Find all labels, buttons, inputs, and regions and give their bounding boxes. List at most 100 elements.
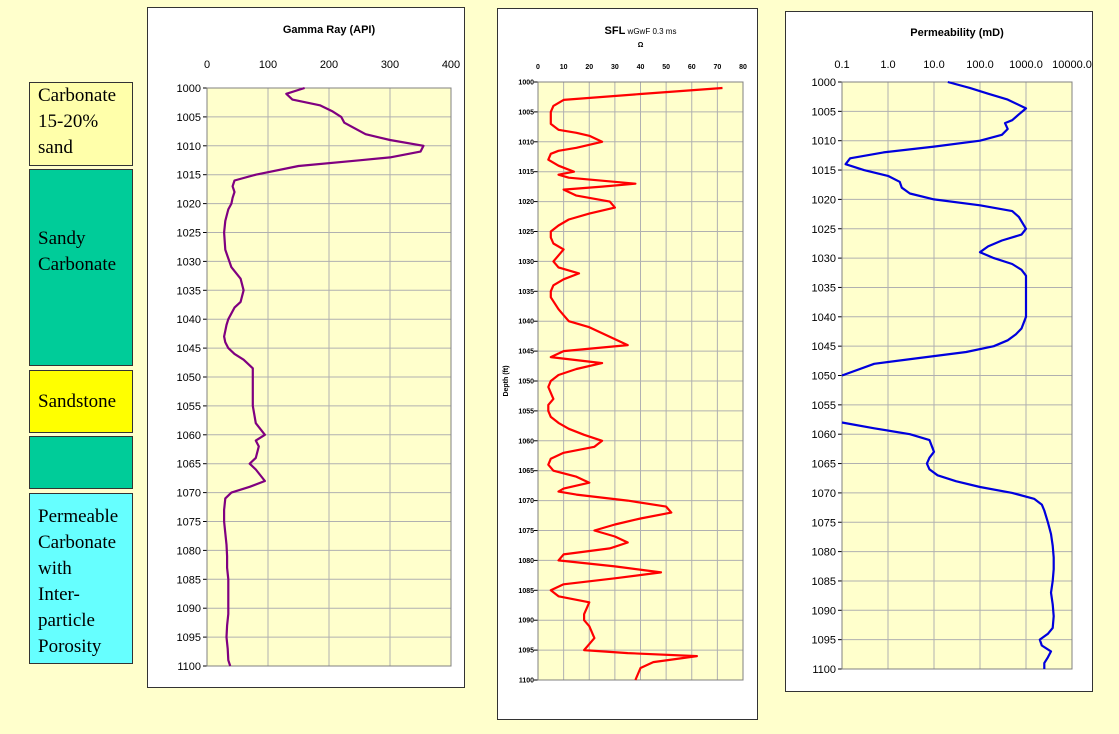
y-tick-label: 1080 xyxy=(518,558,534,565)
x-tick-label: 30 xyxy=(611,64,619,71)
x-tick-label: 400 xyxy=(442,59,460,71)
y-tick-label: 1090 xyxy=(177,603,201,615)
y-tick-label: 1000 xyxy=(177,83,201,95)
lithology-carbonate-sand: Carbonate 15-20% sand xyxy=(29,82,133,166)
chart-title: Permeability (mD) xyxy=(910,27,1004,39)
y-tick-label: 1035 xyxy=(812,282,836,294)
y-tick-label: 1095 xyxy=(518,648,534,655)
y-tick-label: 1090 xyxy=(518,618,534,625)
y-tick-label: 1050 xyxy=(518,379,534,386)
y-tick-label: 1010 xyxy=(518,139,534,146)
y-tick-label: 1095 xyxy=(812,635,836,647)
x-tick-label: 80 xyxy=(739,64,747,71)
y-tick-label: 1005 xyxy=(177,112,201,124)
y-tick-label: 1050 xyxy=(812,371,836,383)
x-tick-label: 1000.0 xyxy=(1009,59,1043,71)
x-tick-label: 40 xyxy=(637,64,645,71)
x-tick-label: 100.0 xyxy=(966,59,994,71)
y-tick-label: 1035 xyxy=(177,285,201,297)
y-tick-label: 1010 xyxy=(812,136,836,148)
y-tick-label: 1070 xyxy=(177,488,201,500)
y-tick-label: 1085 xyxy=(518,588,534,595)
y-tick-label: 1025 xyxy=(518,229,534,236)
y-tick-label: 1000 xyxy=(812,77,836,89)
y-tick-label: 1060 xyxy=(812,429,836,441)
lithology-label: Sandstone xyxy=(38,391,117,412)
y-tick-label: 1095 xyxy=(177,632,201,644)
y-tick-label: 1025 xyxy=(177,228,201,240)
plot-border xyxy=(206,87,452,667)
y-tick-label: 1075 xyxy=(177,517,201,529)
gamma-ray-chart-panel: 1000 1005 1010 1015 1020 1025 1030 1035 1040 1045… xyxy=(147,7,465,688)
x-tick-label: 50 xyxy=(662,64,670,71)
y-tick-label: 1045 xyxy=(177,343,201,355)
permeability-chart: 1000 1005 1010 1015 1020 1025 1030 1035 1040 1045… xyxy=(812,27,1092,676)
y-tick-label: 1065 xyxy=(177,459,201,471)
y-tick-label: 1015 xyxy=(518,169,534,176)
y-tick-label: 1005 xyxy=(812,106,836,118)
y-tick-label: 1100 xyxy=(177,661,201,673)
y-tick-label: 1020 xyxy=(518,199,534,206)
y-tick-label: 1005 xyxy=(518,109,534,116)
x-tick-label: 70 xyxy=(713,64,721,71)
y-tick-label: 1055 xyxy=(812,400,836,412)
y-tick-label: 1040 xyxy=(177,314,201,326)
x-tick-label: 300 xyxy=(381,59,399,71)
permeability-chart-panel: 1000 1005 1010 1015 1020 1025 1030 1035 1040 1045… xyxy=(785,11,1093,692)
lithology-carbonate-interval xyxy=(29,436,133,489)
y-tick-label: 1060 xyxy=(177,430,201,442)
lithology-label: Carbonate 15-20% sand xyxy=(38,85,117,158)
x-tick-label: 60 xyxy=(688,64,696,71)
sfl-chart: 1000100510101015102010251030103510401045… xyxy=(503,25,747,685)
x-tick-label: 0.1 xyxy=(834,59,849,71)
chart-title: SFL wGwF 0.3 ms xyxy=(605,25,677,37)
lithology-permeable-carbonate: Permeable Carbonate with Inter- particle… xyxy=(29,493,133,664)
x-tick-label: 10 xyxy=(560,64,568,71)
lithology-label: Sandy Carbonate xyxy=(38,228,117,275)
x-tick-label: 1.0 xyxy=(880,59,895,71)
y-tick-label: 1085 xyxy=(177,574,201,586)
y-tick-label: 1075 xyxy=(518,528,534,535)
gamma-ray-chart: 1000 1005 1010 1015 1020 1025 1030 1035 1040 1045… xyxy=(177,24,461,673)
y-tick-label: 1085 xyxy=(812,576,836,588)
y-tick-label: 1080 xyxy=(177,545,201,557)
y-tick-label: 1090 xyxy=(812,605,836,617)
y-tick-label: 1035 xyxy=(518,289,534,296)
y-tick-label: 1100 xyxy=(812,664,836,676)
y-tick-label: 1010 xyxy=(177,141,201,153)
y-tick-label: 1065 xyxy=(518,468,534,475)
y-tick-label: 1030 xyxy=(177,256,201,268)
x-tick-label: 10.0 xyxy=(923,59,944,71)
y-tick-label: 1075 xyxy=(812,517,836,529)
chart-title: Gamma Ray (API) xyxy=(283,24,376,36)
y-tick-label: 1025 xyxy=(812,224,836,236)
y-tick-label: 1040 xyxy=(812,312,836,324)
x-tick-label: 10000.0 xyxy=(1052,59,1092,71)
x-tick-label: 0 xyxy=(536,64,540,71)
y-tick-label: 1020 xyxy=(177,199,201,211)
y-tick-label: 1040 xyxy=(518,319,534,326)
chart-title-units: wGwF 0.3 ms xyxy=(625,27,676,36)
y-tick-label: 1065 xyxy=(812,459,836,471)
lithology-label: Permeable Carbonate with Inter- particle… xyxy=(38,506,119,657)
series-line-0 xyxy=(841,80,1028,377)
series-line-1 xyxy=(841,421,1055,669)
lithology-sandy-carbonate: Sandy Carbonate xyxy=(29,169,133,366)
x-tick-label: 100 xyxy=(259,59,277,71)
lithology-sandstone: Sandstone xyxy=(29,370,133,433)
y-tick-label: 1015 xyxy=(177,170,201,182)
y-tick-label: 1060 xyxy=(518,438,534,445)
y-axis-label: Depth (ft) xyxy=(503,365,510,396)
y-tick-label: 1000 xyxy=(518,80,534,87)
y-tick-label: 1015 xyxy=(812,165,836,177)
chart-subtitle: Ω xyxy=(638,42,644,49)
y-tick-label: 1070 xyxy=(518,498,534,505)
y-tick-label: 1045 xyxy=(518,349,534,356)
y-tick-label: 1080 xyxy=(812,547,836,559)
y-tick-label: 1045 xyxy=(812,341,836,353)
series-line-0 xyxy=(222,86,425,667)
y-tick-label: 1030 xyxy=(812,253,836,265)
plot-border xyxy=(537,81,744,681)
y-tick-label: 1050 xyxy=(177,372,201,384)
y-tick-label: 1070 xyxy=(812,488,836,500)
